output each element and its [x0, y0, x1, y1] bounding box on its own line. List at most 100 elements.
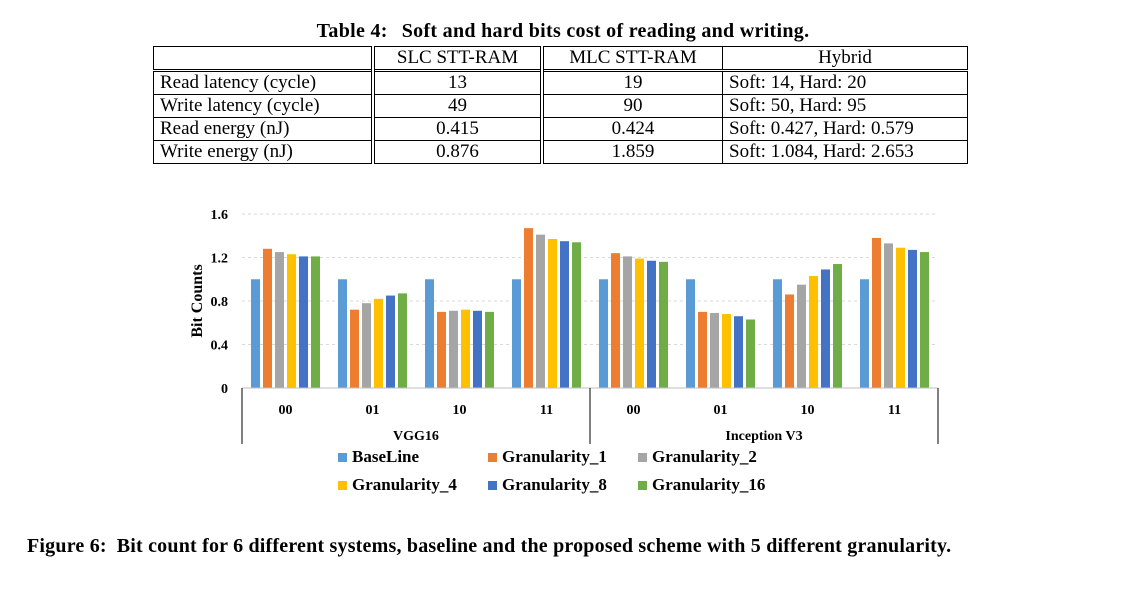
bar-granularity-8 — [473, 310, 482, 388]
bar-baseline — [338, 279, 347, 388]
x-tick-label: 01 — [714, 403, 728, 418]
bar-granularity-16 — [398, 293, 407, 388]
bar-granularity-16 — [746, 319, 755, 388]
bar-granularity-1 — [785, 294, 794, 388]
bar-granularity-4 — [548, 239, 557, 388]
bar-granularity-8 — [560, 241, 569, 388]
bar-granularity-1 — [698, 311, 707, 388]
legend-swatch — [488, 481, 497, 490]
table-cell: Soft: 0.427, Hard: 0.579 — [722, 117, 968, 141]
table-cell: 0.415 — [372, 117, 544, 141]
bar-granularity-1 — [350, 309, 359, 388]
table-cell: 49 — [372, 94, 544, 118]
bar-granularity-1 — [437, 311, 446, 388]
bar-baseline — [425, 279, 434, 388]
bar-baseline — [251, 279, 260, 388]
bar-granularity-1 — [263, 248, 272, 388]
bar-granularity-2 — [710, 312, 719, 388]
x-tick-label: 00 — [279, 403, 293, 418]
bar-granularity-16 — [659, 261, 668, 388]
table-row: Read latency (cycle) 13 19 Soft: 14, Har… — [153, 70, 968, 95]
legend-swatch — [488, 453, 497, 462]
group-label: Inception V3 — [725, 429, 802, 444]
bar-baseline — [773, 279, 782, 388]
bar-granularity-4 — [287, 254, 296, 388]
table-cell: 1.859 — [541, 140, 723, 164]
bar-granularity-16 — [920, 252, 929, 388]
table-cell: Soft: 50, Hard: 95 — [722, 94, 968, 118]
bar-baseline — [512, 279, 521, 388]
bar-granularity-8 — [821, 269, 830, 388]
x-tick-label: 11 — [540, 403, 553, 418]
bar-granularity-4 — [896, 247, 905, 388]
table-cell: 13 — [372, 70, 544, 95]
y-tick-label: 0.4 — [211, 339, 229, 354]
y-tick-label: 1.6 — [211, 208, 229, 223]
bar-granularity-2 — [884, 243, 893, 388]
row-label: Write latency (cycle) — [153, 94, 375, 118]
bar-granularity-8 — [647, 260, 656, 388]
legend-label: Granularity_1 — [502, 447, 607, 466]
bar-granularity-4 — [635, 258, 644, 388]
legend-label: Granularity_8 — [502, 475, 607, 494]
bar-granularity-1 — [872, 237, 881, 388]
table-header-row: SLC STT-RAM MLC STT-RAM Hybrid — [153, 46, 968, 72]
row-label: Write energy (nJ) — [153, 140, 375, 164]
bar-granularity-2 — [449, 310, 458, 388]
bar-baseline — [860, 279, 869, 388]
legend-label: Granularity_2 — [652, 447, 757, 466]
y-tick-label: 1.2 — [211, 252, 229, 267]
legend-label: Granularity_4 — [352, 475, 457, 494]
table-cell: 90 — [541, 94, 723, 118]
bar-granularity-2 — [275, 252, 284, 388]
x-tick-label: 00 — [627, 403, 641, 418]
table-cell: 0.424 — [541, 117, 723, 141]
row-label: Read energy (nJ) — [153, 117, 375, 141]
table-row: Read energy (nJ) 0.415 0.424 Soft: 0.427… — [153, 117, 968, 141]
bit-count-chart: 0 0.4 0.8 1.2 1.6 Bit Counts 00 01 10 11 00 01 10 11 V… — [189, 208, 939, 494]
bar-granularity-16 — [311, 256, 320, 388]
legend-swatch — [638, 453, 647, 462]
y-axis-label: Bit Counts — [189, 264, 206, 337]
bar-granularity-4 — [374, 298, 383, 388]
bar-granularity-16 — [572, 242, 581, 388]
bar-granularity-1 — [611, 253, 620, 388]
bar-granularity-1 — [524, 228, 533, 388]
bar-granularity-2 — [536, 234, 545, 388]
figure-caption-text: Bit count for 6 different systems, basel… — [116, 535, 952, 557]
y-tick-label: 0.8 — [211, 295, 229, 310]
x-tick-label: 01 — [366, 403, 380, 418]
legend-swatch — [338, 481, 347, 490]
table-caption: Table 4: Soft and hard bits cost of readi… — [0, 20, 1126, 43]
bar-baseline — [599, 279, 608, 388]
bar-granularity-8 — [734, 316, 743, 388]
bar-granularity-8 — [299, 256, 308, 388]
legend-swatch — [338, 453, 347, 462]
cost-table: SLC STT-RAM MLC STT-RAM Hybrid Read late… — [153, 46, 968, 164]
figure-number: Figure 6: — [27, 535, 107, 557]
legend-label: BaseLine — [352, 447, 420, 466]
figure-caption: Figure 6: Bit count for 6 different syste… — [27, 534, 1097, 558]
bar-granularity-16 — [485, 311, 494, 388]
header-cell-hybrid: Hybrid — [722, 46, 968, 72]
bar-granularity-8 — [908, 249, 917, 388]
x-tick-label: 10 — [801, 403, 815, 418]
group-label: VGG16 — [393, 429, 439, 444]
table-cell: Soft: 14, Hard: 20 — [722, 70, 968, 95]
header-cell-slc: SLC STT-RAM — [372, 46, 544, 72]
table-cell: Soft: 1.084, Hard: 2.653 — [722, 140, 968, 164]
table-row: Write energy (nJ) 0.876 1.859 Soft: 1.08… — [153, 140, 968, 164]
bar-granularity-2 — [362, 303, 371, 388]
bar-granularity-4 — [809, 275, 818, 388]
x-tick-label: 11 — [888, 403, 901, 418]
table-cell: 19 — [541, 70, 723, 95]
table-number: Table 4: — [316, 20, 388, 42]
table-cell: 0.876 — [372, 140, 544, 164]
bar-granularity-16 — [833, 264, 842, 388]
table-row: Write latency (cycle) 49 90 Soft: 50, Ha… — [153, 94, 968, 118]
bar-baseline — [686, 279, 695, 388]
bar-granularity-2 — [797, 284, 806, 388]
table-title: Soft and hard bits cost of reading and w… — [401, 20, 810, 42]
legend-swatch — [638, 481, 647, 490]
legend-label: Granularity_16 — [652, 475, 765, 494]
